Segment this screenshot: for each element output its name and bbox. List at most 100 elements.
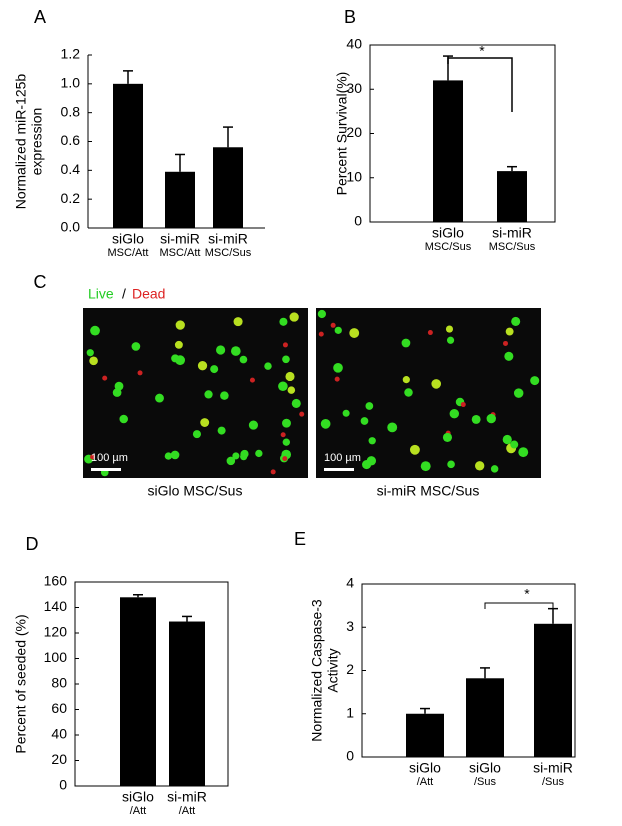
y-tick-label: 1.0 — [61, 75, 81, 91]
cell — [192, 430, 201, 439]
y-tick-label: 120 — [44, 624, 68, 640]
y-axis-label: Percent Survival(%) — [334, 72, 350, 196]
cell — [249, 377, 255, 383]
bar — [534, 623, 572, 757]
legend-sep: / — [122, 286, 126, 302]
significance-label: * — [479, 43, 485, 59]
cell — [401, 338, 411, 348]
x-tick-note: MSC/Att — [108, 247, 149, 259]
bar — [406, 713, 444, 757]
cell — [530, 376, 540, 386]
cell — [175, 320, 185, 330]
x-tick-note: MSC/Sus — [425, 241, 472, 253]
cell — [278, 381, 288, 392]
x-tick-label: si-miR — [160, 231, 200, 247]
x-tick-label: siGlo — [469, 760, 501, 776]
cell — [365, 402, 374, 410]
cell — [490, 465, 499, 473]
cell — [255, 449, 263, 458]
cell — [119, 414, 128, 424]
panel-letter: C — [34, 272, 47, 292]
cell — [442, 432, 453, 442]
cell — [197, 361, 208, 371]
cell — [320, 419, 331, 429]
cell — [317, 309, 327, 319]
bar — [169, 621, 205, 786]
cell — [264, 362, 272, 370]
y-axis-label: Activity — [325, 648, 341, 692]
y-tick-label: 0 — [354, 213, 362, 229]
cell — [270, 469, 276, 475]
y-tick-label: 2 — [346, 661, 354, 677]
cell — [349, 328, 360, 338]
cell — [90, 454, 96, 460]
cell — [330, 322, 336, 328]
y-tick-label: 0.2 — [61, 190, 81, 206]
error-bar — [507, 165, 517, 172]
scale-label: 100 µm — [324, 452, 361, 464]
cell — [446, 336, 455, 344]
cell — [282, 438, 291, 446]
cell — [387, 422, 398, 433]
cell — [285, 371, 295, 382]
x-tick-note: MSC/Att — [160, 247, 201, 259]
y-tick-label: 30 — [346, 80, 362, 96]
panel-letter: E — [294, 529, 306, 549]
bar — [466, 678, 504, 757]
cell — [504, 351, 514, 361]
scale-bar — [91, 468, 121, 471]
y-tick-label: 0.8 — [61, 103, 81, 119]
legend-live: Live — [88, 286, 114, 302]
cell — [420, 461, 431, 472]
y-tick-label: 160 — [44, 573, 68, 589]
y-tick-label: 40 — [51, 726, 67, 742]
cell — [409, 444, 420, 455]
cell — [505, 327, 514, 336]
x-tick-note: MSC/Sus — [489, 241, 536, 253]
y-tick-label: 0 — [346, 748, 354, 764]
error-bar — [133, 594, 143, 598]
y-axis-label: Percent of seeded (%) — [13, 614, 29, 753]
cell — [131, 342, 141, 351]
cell — [89, 356, 98, 366]
cell — [291, 398, 301, 408]
error-bar — [123, 70, 133, 84]
cell — [239, 355, 248, 364]
bar — [113, 83, 143, 228]
cell — [486, 413, 496, 424]
x-tick-label: siGlo — [409, 760, 441, 776]
cell — [333, 363, 343, 373]
cell — [299, 411, 305, 417]
cell — [282, 355, 290, 364]
y-axis-label: Normalized miR-125b — [13, 74, 29, 210]
cell — [404, 388, 413, 397]
cell — [518, 447, 529, 458]
cell — [248, 420, 258, 430]
panel-letter: D — [26, 534, 39, 554]
cell — [240, 453, 248, 461]
cell — [402, 376, 410, 384]
image-caption: siGlo MSC/Sus — [148, 483, 243, 499]
y-axis-label: Normalized Caspase-3 — [309, 599, 325, 742]
scale-label: 100 µm — [91, 452, 128, 464]
image-caption: si-miR MSC/Sus — [377, 483, 480, 499]
error-bar — [420, 707, 430, 714]
cell — [282, 456, 288, 462]
y-tick-label: 1 — [346, 704, 354, 720]
error-bar — [480, 667, 490, 679]
significance-bracket — [447, 57, 513, 112]
cell — [360, 417, 369, 425]
cell — [164, 452, 173, 460]
cell — [210, 365, 219, 374]
cell — [287, 386, 296, 394]
panel-letter: A — [34, 7, 46, 27]
cell — [362, 460, 372, 470]
cell — [460, 402, 466, 408]
cell — [447, 460, 455, 469]
y-tick-label: 0.6 — [61, 132, 81, 148]
x-tick-note: /Att — [179, 805, 196, 817]
cell — [280, 432, 286, 438]
cell — [102, 375, 108, 381]
